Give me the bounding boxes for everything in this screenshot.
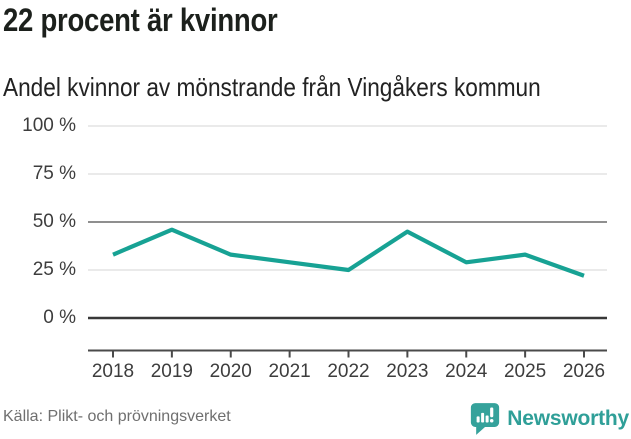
x-tick-label-2020: 2020 bbox=[209, 361, 252, 382]
chart-title: 22 procent är kvinnor bbox=[3, 2, 278, 38]
line-chart-plot bbox=[88, 125, 607, 358]
x-tick-label-2026: 2026 bbox=[562, 361, 606, 382]
x-tick-label-2022: 2022 bbox=[327, 361, 370, 382]
x-tick-label-2024: 2024 bbox=[445, 361, 488, 382]
x-tick-label-2025: 2025 bbox=[503, 361, 547, 382]
x-tick-label-2019: 2019 bbox=[150, 361, 194, 382]
x-tick-label-2021: 2021 bbox=[268, 361, 311, 382]
chart-subtitle: Andel kvinnor av mönstrande från Vingåke… bbox=[3, 72, 541, 102]
newsworthy-logo-icon bbox=[471, 403, 500, 435]
source-note: Källa: Plikt- och prövningsverket bbox=[3, 408, 231, 425]
y-tick-label-75: 75 % bbox=[32, 163, 76, 184]
x-tick-label-2018: 2018 bbox=[91, 361, 135, 382]
y-tick-label-25: 25 % bbox=[32, 259, 76, 280]
y-tick-label-100: 100 % bbox=[22, 115, 76, 136]
y-tick-label-50: 50 % bbox=[32, 211, 76, 232]
newsworthy-logo-text: Newsworthy bbox=[507, 407, 629, 430]
y-tick-label-0: 0 % bbox=[43, 307, 76, 328]
newsworthy-logo: Newsworthy bbox=[470, 401, 629, 437]
data-line bbox=[112, 227, 585, 278]
x-tick-label-2023: 2023 bbox=[386, 361, 429, 382]
